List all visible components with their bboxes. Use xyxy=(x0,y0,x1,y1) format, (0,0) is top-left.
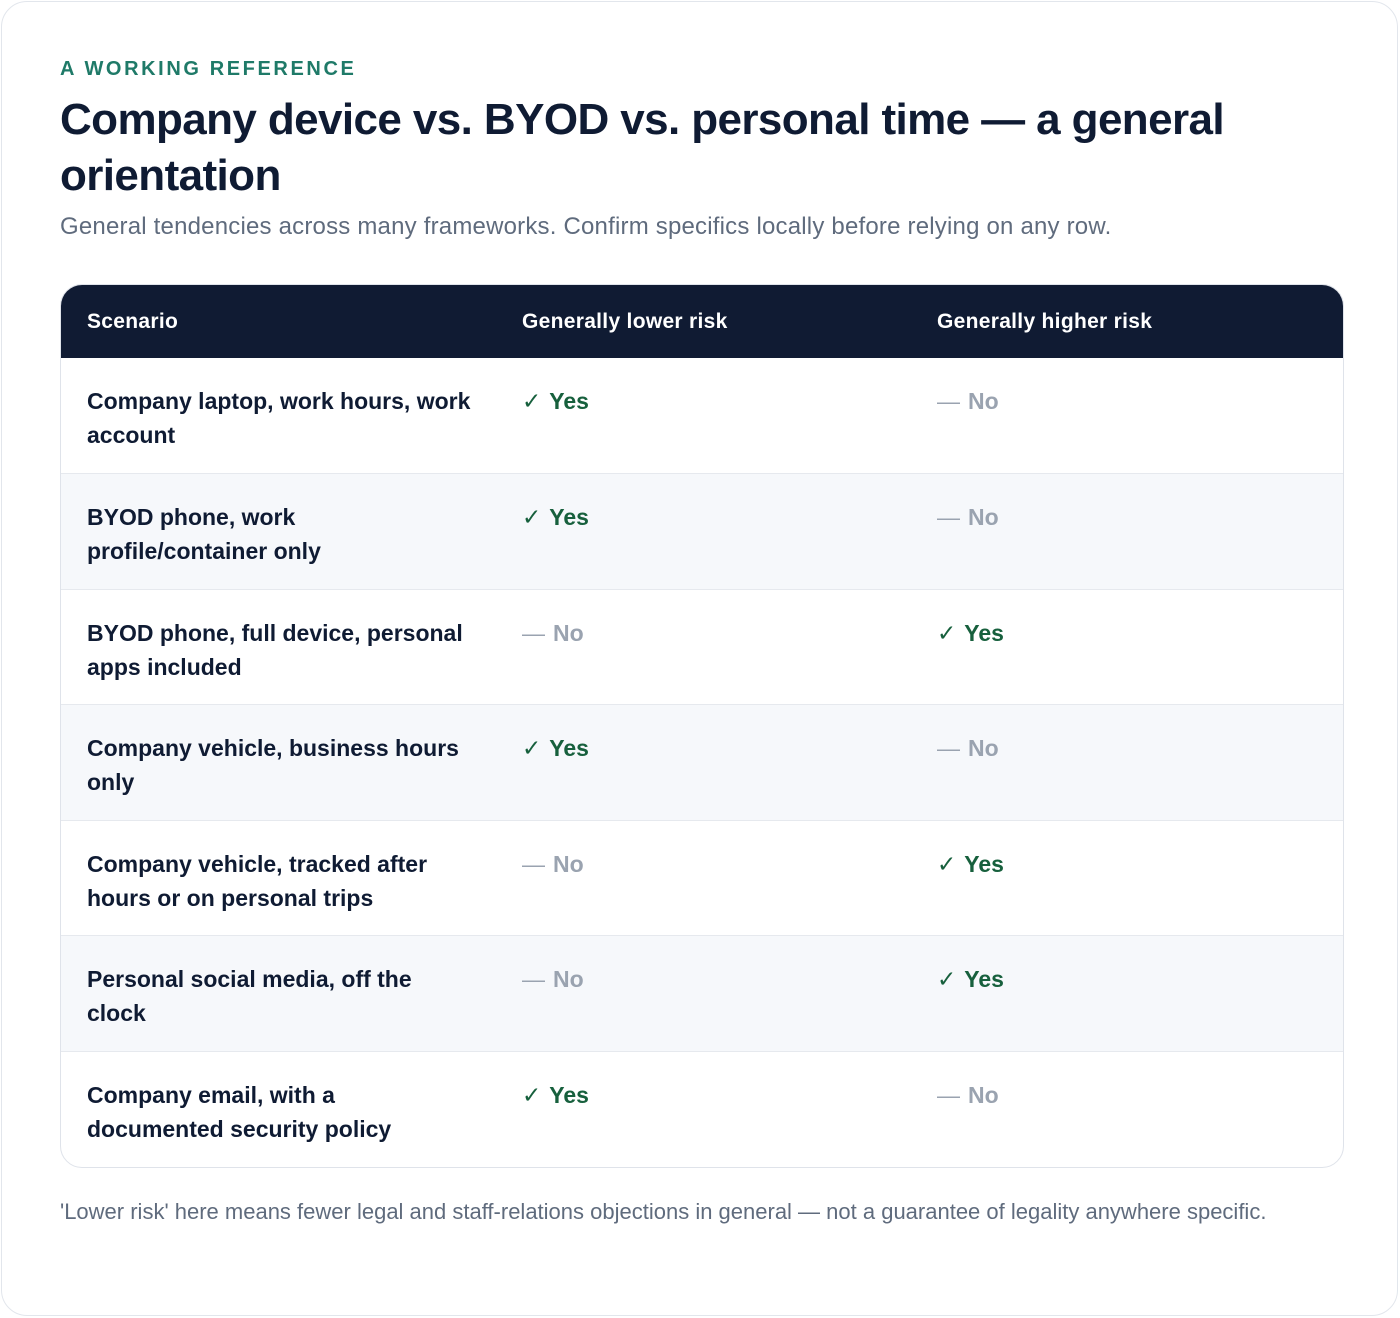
risk-value-label: Yes xyxy=(964,850,1004,877)
check-icon: ✓ xyxy=(937,966,957,992)
risk-table: Scenario Generally lower risk Generally … xyxy=(60,284,1344,1168)
dash-icon: — xyxy=(937,388,960,414)
risk-value-label: Yes xyxy=(964,966,1004,992)
scenario-cell: Company vehicle, business hours only xyxy=(87,735,459,795)
lower-risk-cell: ✓ Yes xyxy=(496,358,911,474)
higher-risk-cell: — No xyxy=(911,1051,1343,1167)
scenario-cell: BYOD phone, full device, personal apps i… xyxy=(87,619,463,680)
table-body: Company laptop, work hours, work account… xyxy=(61,358,1343,1167)
yes-indicator: ✓ Yes xyxy=(937,851,1004,877)
page-subtitle: General tendencies across many framework… xyxy=(60,213,1112,240)
dash-icon: — xyxy=(522,966,545,992)
dash-icon: — xyxy=(937,1081,960,1108)
check-icon: ✓ xyxy=(522,735,542,761)
lower-risk-cell: — No xyxy=(496,936,911,1052)
higher-risk-cell: — No xyxy=(911,358,1343,474)
dash-icon: — xyxy=(522,619,545,646)
risk-value-label: No xyxy=(553,966,584,992)
column-header-higher-risk: Generally higher risk xyxy=(937,309,1153,333)
scenario-cell: Company vehicle, tracked after hours or … xyxy=(87,850,428,911)
risk-value-label: No xyxy=(553,850,584,877)
no-indicator: — No xyxy=(937,1082,999,1108)
table-row: BYOD phone, full device, personal apps i… xyxy=(61,589,1343,705)
lower-risk-cell: — No xyxy=(496,820,911,936)
higher-risk-cell: ✓ Yes xyxy=(911,820,1343,936)
footnote: 'Lower risk' here means fewer legal and … xyxy=(60,1199,1267,1224)
risk-value-label: No xyxy=(968,504,999,530)
table-row: Company laptop, work hours, work account… xyxy=(61,358,1343,474)
risk-value-label: Yes xyxy=(549,735,589,761)
yes-indicator: ✓ Yes xyxy=(522,388,589,414)
risk-value-label: No xyxy=(968,388,999,414)
scenario-cell: Company email, with a documented securit… xyxy=(87,1081,392,1142)
no-indicator: — No xyxy=(937,504,999,530)
table-row: Company vehicle, tracked after hours or … xyxy=(61,820,1343,936)
higher-risk-cell: ✓ Yes xyxy=(911,936,1343,1052)
check-icon: ✓ xyxy=(937,850,957,877)
yes-indicator: ✓ Yes xyxy=(522,735,589,761)
higher-risk-cell: — No xyxy=(911,705,1343,821)
lower-risk-cell: ✓ Yes xyxy=(496,474,911,590)
lower-risk-cell: — No xyxy=(496,589,911,705)
column-header-scenario: Scenario xyxy=(87,309,179,333)
check-icon: ✓ xyxy=(937,619,957,646)
yes-indicator: ✓ Yes xyxy=(937,620,1004,646)
risk-value-label: No xyxy=(968,735,999,761)
no-indicator: — No xyxy=(937,388,999,414)
yes-indicator: ✓ Yes xyxy=(522,1082,589,1108)
check-icon: ✓ xyxy=(522,1081,542,1108)
risk-value-label: No xyxy=(968,1081,999,1108)
no-indicator: — No xyxy=(522,851,584,877)
scenario-cell: Company laptop, work hours, work account xyxy=(87,388,471,448)
risk-value-label: No xyxy=(553,619,584,646)
table-row: Company vehicle, business hours only ✓ Yes… xyxy=(61,704,1343,821)
risk-value-label: Yes xyxy=(549,504,589,530)
scenario-cell: BYOD phone, work profile/container only xyxy=(87,504,321,564)
check-icon: ✓ xyxy=(522,504,542,530)
risk-value-label: Yes xyxy=(964,619,1004,646)
no-indicator: — No xyxy=(937,735,999,761)
risk-value-label: Yes xyxy=(549,388,589,414)
eyebrow-label: A WORKING REFERENCE xyxy=(60,58,357,80)
table-header-row: Scenario Generally lower risk Generally … xyxy=(61,285,1343,358)
table-row: Personal social media, off the clock — No ✓… xyxy=(61,935,1343,1052)
column-header-lower-risk: Generally lower risk xyxy=(522,309,728,333)
dash-icon: — xyxy=(937,504,960,530)
table-row: Company email, with a documented securit… xyxy=(61,1051,1343,1167)
dash-icon: — xyxy=(937,735,960,761)
lower-risk-cell: ✓ Yes xyxy=(496,1051,911,1167)
dash-icon: — xyxy=(522,850,545,877)
no-indicator: — No xyxy=(522,620,584,646)
scenario-cell: Personal social media, off the clock xyxy=(87,966,412,1026)
risk-value-label: Yes xyxy=(549,1081,589,1108)
higher-risk-cell: ✓ Yes xyxy=(911,589,1343,705)
table-row: BYOD phone, work profile/container only ✓… xyxy=(61,473,1343,590)
page-title: Company device vs. BYOD vs. personal tim… xyxy=(60,95,1225,200)
yes-indicator: ✓ Yes xyxy=(937,966,1004,992)
yes-indicator: ✓ Yes xyxy=(522,504,589,530)
no-indicator: — No xyxy=(522,966,584,992)
check-icon: ✓ xyxy=(522,388,542,414)
higher-risk-cell: — No xyxy=(911,474,1343,590)
lower-risk-cell: ✓ Yes xyxy=(496,705,911,821)
